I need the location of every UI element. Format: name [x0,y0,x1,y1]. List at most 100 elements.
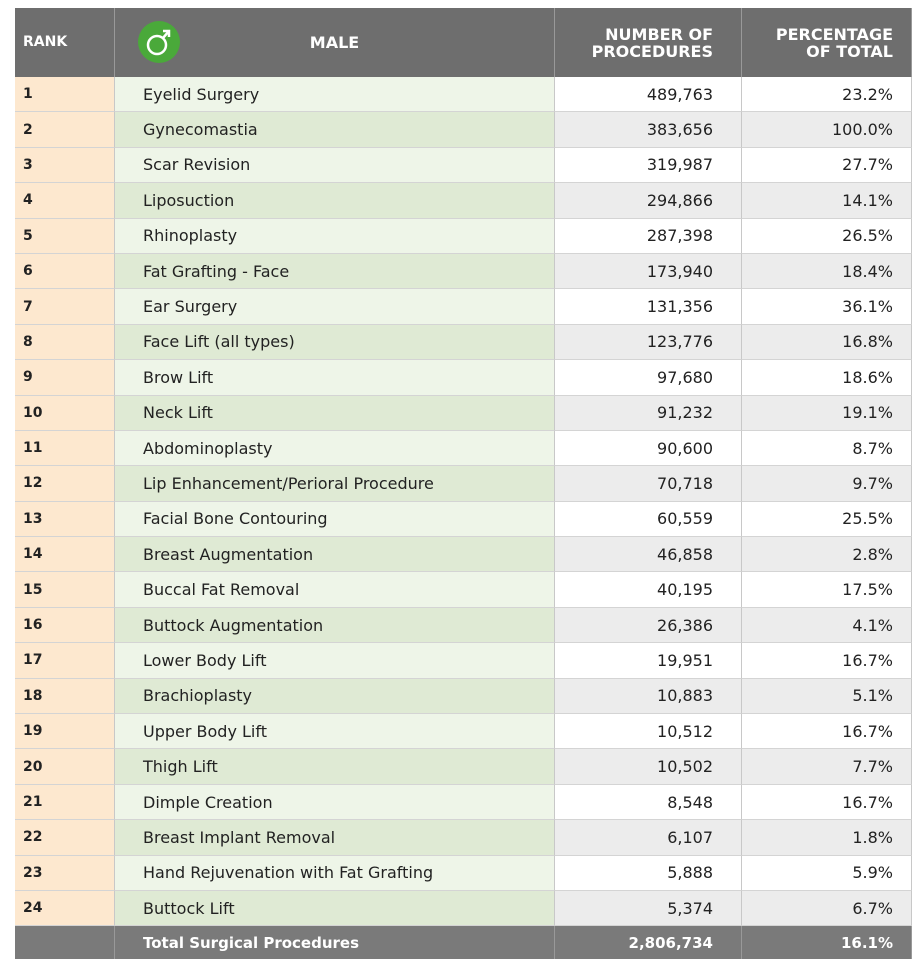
total-rank [15,926,115,960]
rank: 7 [15,289,115,325]
procedure: Eyelid Surgery [115,77,555,113]
rank: 11 [15,430,115,467]
number: 489,763 [555,77,742,113]
procedure: Dimple Creation [115,784,555,821]
header-row: RANK MALE NUMBER OF PROCEDURES PERCENTAG… [15,8,912,77]
table-row: 23 Hand Rejuvenation with Fat Grafting 5,8… [15,855,912,891]
number: 5,888 [555,855,742,891]
number: 90,600 [555,430,742,467]
procedure: Lip Enhancement/Perioral Procedure [115,466,555,502]
procedure: Facial Bone Contouring [115,501,555,538]
percentage: 2.8% [742,537,912,573]
rank: 21 [15,784,115,821]
procedure: Brow Lift [115,360,555,396]
percentage: 16.8% [742,324,912,361]
number-header: NUMBER OF PROCEDURES [555,8,742,77]
table-row: 7 Ear Surgery 131,356 36.1% [15,289,912,325]
percentage: 14.1% [742,183,912,219]
number: 6,107 [555,820,742,856]
table-row: 2 Gynecomastia 383,656 100.0% [15,112,912,148]
number: 60,559 [555,501,742,538]
total-label: Total Surgical Procedures [115,926,555,960]
number: 91,232 [555,395,742,431]
number: 8,548 [555,784,742,821]
rank: 4 [15,183,115,219]
number: 10,883 [555,678,742,715]
procedure: Face Lift (all types) [115,324,555,361]
number: 97,680 [555,360,742,396]
procedure: Breast Augmentation [115,537,555,573]
header-line: NUMBER OF [605,24,713,44]
percentage: 8.7% [742,430,912,467]
percentage: 16.7% [742,714,912,750]
percentage: 18.6% [742,360,912,396]
procedure: Breast Implant Removal [115,820,555,856]
percentage: 6.7% [742,890,912,927]
procedure: Thigh Lift [115,749,555,785]
percentage: 27.7% [742,147,912,184]
percentage: 19.1% [742,395,912,431]
number: 40,195 [555,572,742,608]
rank: 6 [15,253,115,290]
procedure: Buttock Lift [115,890,555,927]
header-line: OF TOTAL [806,41,893,61]
number: 10,502 [555,749,742,785]
percentage: 23.2% [742,77,912,113]
header-line: PERCENTAGE [775,24,893,44]
rank: 17 [15,643,115,679]
percentage-header: PERCENTAGE OF TOTAL [742,8,912,77]
rank-header: RANK [15,8,115,77]
procedure: Gynecomastia [115,112,555,148]
table-row: 20 Thigh Lift 10,502 7.7% [15,749,912,785]
table-row: 1 Eyelid Surgery 489,763 23.2% [15,77,912,113]
table-row: 11 Abdominoplasty 90,600 8.7% [15,430,912,467]
number: 70,718 [555,466,742,502]
table-row: 21 Dimple Creation 8,548 16.7% [15,784,912,821]
percentage: 16.7% [742,643,912,679]
male-icon [138,21,180,63]
number: 294,866 [555,183,742,219]
table-row: 19 Upper Body Lift 10,512 16.7% [15,714,912,750]
rank: 2 [15,112,115,148]
rank: 12 [15,466,115,502]
total-row: Total Surgical Procedures 2,806,734 16.1… [15,926,912,960]
number: 26,386 [555,607,742,644]
rank: 24 [15,890,115,927]
table-row: 13 Facial Bone Contouring 60,559 25.5% [15,501,912,538]
percentage: 100.0% [742,112,912,148]
number: 10,512 [555,714,742,750]
number: 46,858 [555,537,742,573]
rank: 9 [15,360,115,396]
procedure: Rhinoplasty [115,218,555,254]
table-row: 8 Face Lift (all types) 123,776 16.8% [15,324,912,361]
percentage: 5.9% [742,855,912,891]
rank: 15 [15,572,115,608]
procedure: Neck Lift [115,395,555,431]
number: 319,987 [555,147,742,184]
table-row: 22 Breast Implant Removal 6,107 1.8% [15,820,912,856]
rank: 3 [15,147,115,184]
procedure: Ear Surgery [115,289,555,325]
rank: 13 [15,501,115,538]
rank: 5 [15,218,115,254]
rank: 14 [15,537,115,573]
male-header: MALE [309,33,360,52]
percentage: 4.1% [742,607,912,644]
procedure: Buttock Augmentation [115,607,555,644]
percentage: 5.1% [742,678,912,715]
procedure: Upper Body Lift [115,714,555,750]
percentage: 25.5% [742,501,912,538]
table-row: 14 Breast Augmentation 46,858 2.8% [15,537,912,573]
table-row: 18 Brachioplasty 10,883 5.1% [15,678,912,715]
procedure: Brachioplasty [115,678,555,715]
percentage: 7.7% [742,749,912,785]
total-number: 2,806,734 [555,926,742,960]
number: 383,656 [555,112,742,148]
number: 287,398 [555,218,742,254]
procedure: Scar Revision [115,147,555,184]
number: 5,374 [555,890,742,927]
total-percentage: 16.1% [742,926,912,960]
rank: 8 [15,324,115,361]
rank: 19 [15,714,115,750]
